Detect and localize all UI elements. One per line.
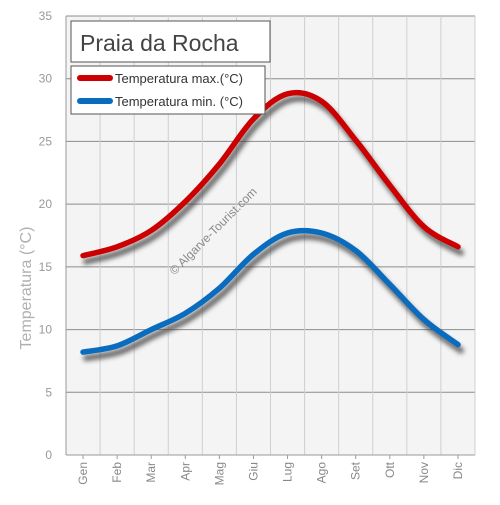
y-tick-label: 15	[39, 260, 53, 274]
title-frame	[70, 20, 271, 63]
x-tick-label: Mar	[144, 462, 158, 483]
x-tick-label: Gen	[76, 462, 90, 485]
y-tick-label: 5	[45, 385, 52, 399]
x-tick-label: Nov	[417, 462, 431, 483]
y-tick-label: 35	[39, 9, 53, 23]
legend: Temperatura max.(°C) Temperatura min. (°…	[70, 65, 266, 115]
series-line-max	[80, 89, 461, 259]
x-tick-label: Apr	[178, 462, 192, 481]
series-line-min	[80, 227, 461, 355]
legend-label-min: Temperatura min. (°C)	[115, 94, 243, 109]
x-tick-label: Dic	[451, 462, 465, 479]
x-tick-label: Ott	[383, 461, 397, 478]
y-tick-label: 10	[39, 323, 53, 337]
y-tick-label: 30	[39, 72, 53, 86]
title-box: Praia da Rocha	[70, 20, 271, 63]
x-tick-label: Giu	[246, 462, 260, 481]
y-axis-label: Temperatura (°C)	[18, 227, 35, 350]
y-tick-label: 25	[39, 134, 53, 148]
axis-layer: 0 5 10 15 20 25 30 35 Gen Feb Mar Apr Mag Giu Lug Ago Se…	[39, 9, 476, 485]
x-tick-label: Set	[349, 461, 363, 480]
legend-frame	[70, 65, 266, 115]
chart-title: Praia da Rocha	[80, 30, 239, 56]
legend-label-max: Temperatura max.(°C)	[115, 71, 243, 86]
x-tick-label: Lug	[281, 462, 295, 482]
y-tick-label: 0	[45, 448, 52, 462]
x-tick-label: Feb	[110, 462, 124, 483]
y-tick-label: 20	[39, 197, 53, 211]
x-tick-label: Ago	[315, 462, 329, 484]
x-tick-label: Mag	[212, 462, 226, 485]
series-layer	[80, 89, 461, 355]
